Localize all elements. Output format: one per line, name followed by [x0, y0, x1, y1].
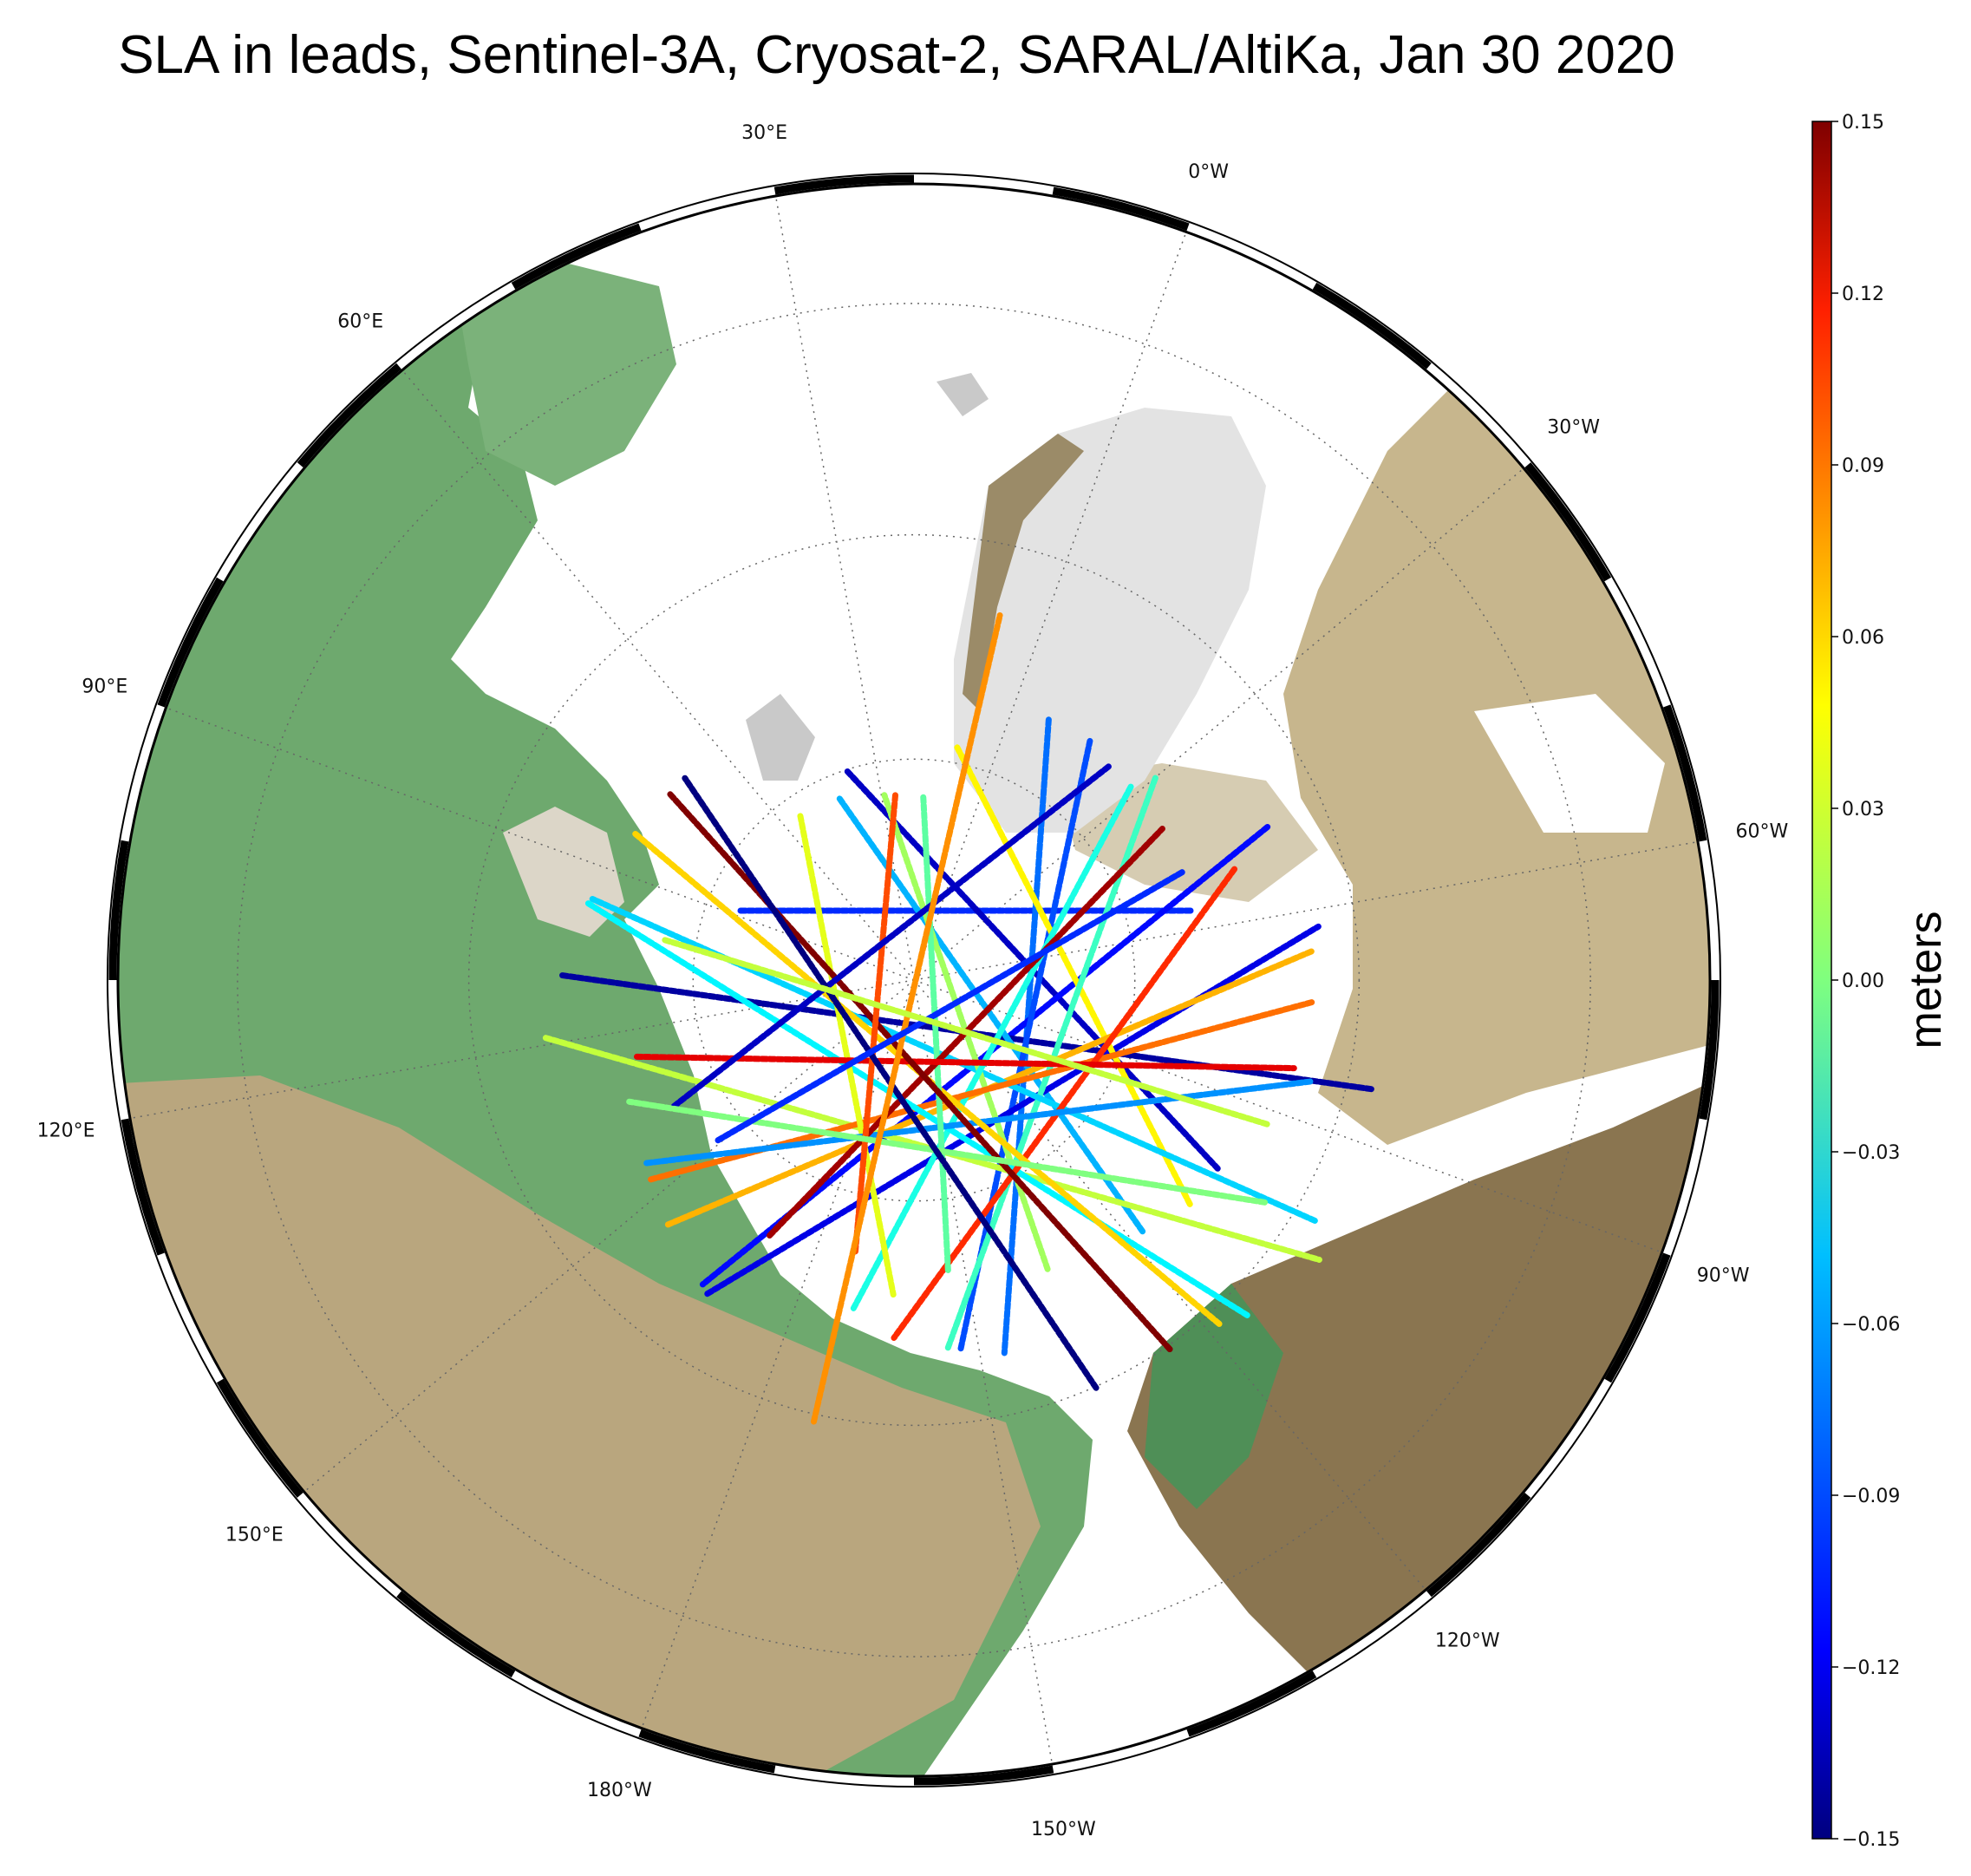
- longitude-label: 30°E: [741, 122, 787, 144]
- colorbar-tick-label: 0.03: [1842, 799, 1884, 820]
- colorbar-tick-label: −0.12: [1842, 1657, 1900, 1679]
- frame-segment: [511, 223, 642, 290]
- frame-segment: [1312, 282, 1432, 369]
- longitude-label: 150°W: [1031, 1819, 1096, 1840]
- frame-segment: [157, 577, 224, 708]
- colorbar-tick-label: −0.15: [1842, 1829, 1900, 1851]
- sla-track: [850, 781, 1135, 1311]
- colorbar-tick-label: −0.03: [1842, 1142, 1900, 1164]
- longitude-labels: 0°W 30°W 60°W 90°W 120°W 150°W 180°W 150°E 120°E…: [37, 122, 1789, 1840]
- sla-track: [715, 868, 1187, 1144]
- longitude-label: 30°W: [1547, 417, 1600, 439]
- sla-track: [852, 792, 898, 1257]
- frame-segment: [638, 1729, 776, 1774]
- frame-segment: [773, 174, 915, 195]
- colorbar-tick-label: 0.15: [1842, 112, 1884, 134]
- colorbar-tick-label: 0.12: [1842, 284, 1884, 305]
- colorbar: [1811, 121, 1832, 1840]
- sla-track: [626, 1098, 1269, 1206]
- frame-segment: [1604, 1252, 1671, 1383]
- land-iceland: [937, 373, 989, 416]
- frame-segment: [216, 1378, 303, 1498]
- map-title: SLA in leads, Sentinel-3A, Cryosat-2, SA…: [118, 25, 1675, 85]
- frame-segment: [1699, 979, 1720, 1121]
- map-boundary: [116, 182, 1712, 1778]
- land-greenland: [954, 408, 1266, 833]
- longitude-label: 0°W: [1188, 161, 1229, 183]
- longitude-label: 180°W: [587, 1780, 652, 1801]
- meridian-line: [129, 979, 915, 1120]
- meridian-line: [913, 232, 1187, 981]
- sla-track: [810, 611, 1003, 1425]
- sla-track: [667, 791, 1175, 1355]
- frame-segment: [396, 1591, 516, 1678]
- longitude-label: 120°E: [37, 1120, 95, 1141]
- parallel-line: [692, 758, 1136, 1202]
- sla-track: [662, 937, 1270, 1128]
- frame-segment: [1186, 1670, 1317, 1737]
- meridian-line: [913, 979, 1662, 1253]
- frame-segment: [1052, 186, 1190, 231]
- frame-segment: [1524, 462, 1612, 582]
- map-frame-outer: [107, 173, 1721, 1788]
- colorbar-tick-label: −0.09: [1842, 1486, 1900, 1507]
- longitude-label: 60°E: [337, 310, 383, 332]
- frame-segment: [108, 840, 129, 981]
- land-svalbard: [746, 694, 815, 781]
- land-alaska-green: [1145, 1284, 1283, 1509]
- parallel-line: [467, 533, 1361, 1427]
- sla-track: [633, 1053, 1297, 1072]
- colorbar-tick-label: 0.00: [1842, 971, 1884, 992]
- land-greenland-coast: [963, 434, 1084, 711]
- colorbar-tick-label: 0.06: [1842, 627, 1884, 649]
- colorbar-tick-label: −0.06: [1842, 1314, 1900, 1336]
- colorbar-label: meters: [1901, 912, 1951, 1049]
- longitude-label: 90°E: [82, 676, 127, 697]
- longitude-label: 60°W: [1736, 821, 1789, 843]
- map-frame-ticks: [108, 174, 1720, 1786]
- meridian-line: [303, 979, 915, 1493]
- sla-track: [797, 813, 897, 1298]
- frame-segment: [913, 1765, 1054, 1786]
- frame-segment: [1663, 704, 1707, 842]
- longitude-label: 150°E: [225, 1524, 284, 1546]
- sla-track: [670, 763, 1112, 1109]
- colorbar-ticks: 0.15 0.12 0.09 0.06 0.03 0.00 −0.03 −0.06 −0.09 −…: [1831, 112, 1900, 1851]
- sla-tracks: [542, 611, 1374, 1425]
- sla-track: [891, 866, 1238, 1342]
- sla-track: [920, 794, 951, 1273]
- meridian-line: [401, 369, 915, 981]
- sla-track: [954, 744, 1195, 1210]
- land-hudson-area: [1474, 694, 1665, 833]
- longitude-label: 90°W: [1697, 1265, 1750, 1287]
- meridian-line: [913, 467, 1524, 981]
- land-scandinavia: [451, 260, 676, 486]
- frame-segment: [1426, 1493, 1531, 1598]
- sla-track: [584, 900, 1250, 1318]
- parallel-line: [237, 303, 1591, 1657]
- sla-track: [704, 923, 1322, 1298]
- frame-segment: [297, 363, 401, 467]
- colorbar-tick-label: 0.09: [1842, 455, 1884, 477]
- frame-segment: [121, 1118, 165, 1256]
- longitude-label: 120°W: [1435, 1631, 1500, 1652]
